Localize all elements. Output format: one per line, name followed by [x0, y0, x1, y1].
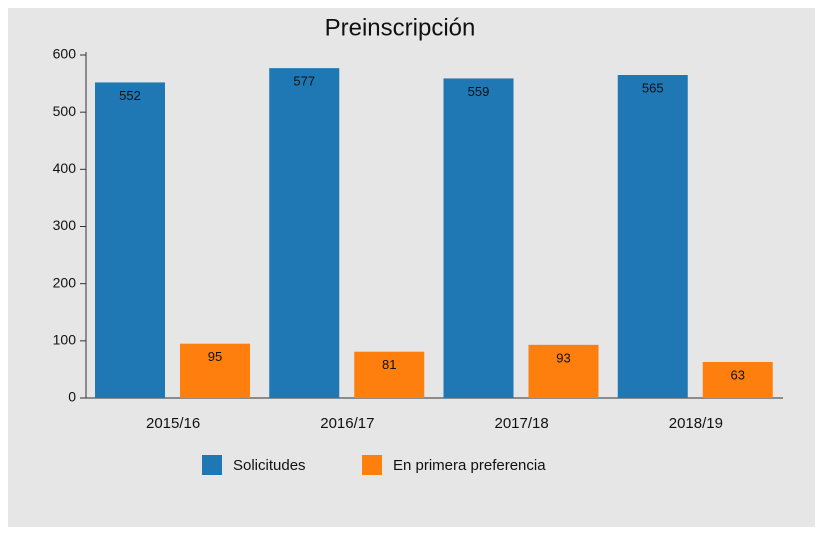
bar	[443, 78, 514, 399]
data-label: 565	[642, 80, 664, 95]
x-tick-label: 2016/17	[320, 415, 374, 432]
y-tick-label: 100	[53, 332, 77, 348]
legend-label: Solicitudes	[233, 457, 306, 474]
bar	[528, 344, 599, 398]
y-tick-label: 400	[53, 160, 77, 176]
bar	[617, 75, 688, 398]
y-tick-label: 600	[53, 46, 77, 62]
bar	[269, 68, 340, 399]
data-label: 81	[382, 357, 396, 372]
legend-swatch	[202, 455, 222, 475]
bar	[180, 343, 250, 398]
y-tick-label: 500	[53, 103, 77, 119]
data-label: 63	[731, 367, 745, 382]
bar	[702, 361, 773, 398]
x-tick-label: 2018/19	[669, 415, 723, 432]
data-label: 93	[556, 350, 570, 365]
data-label: 559	[468, 84, 490, 99]
bar	[95, 82, 165, 398]
data-label: 95	[208, 349, 222, 364]
chart-title: Preinscripción	[325, 14, 476, 41]
x-tick-label: 2015/16	[146, 415, 200, 432]
data-label: 577	[293, 74, 315, 89]
y-tick-label: 0	[68, 389, 76, 405]
x-tick-label: 2017/18	[495, 415, 549, 432]
y-tick-label: 300	[53, 217, 77, 233]
legend-label: En primera preferencia	[393, 457, 546, 474]
legend-swatch	[362, 455, 382, 475]
data-label: 552	[119, 88, 141, 103]
bar	[354, 351, 425, 398]
y-tick-label: 200	[53, 274, 77, 290]
